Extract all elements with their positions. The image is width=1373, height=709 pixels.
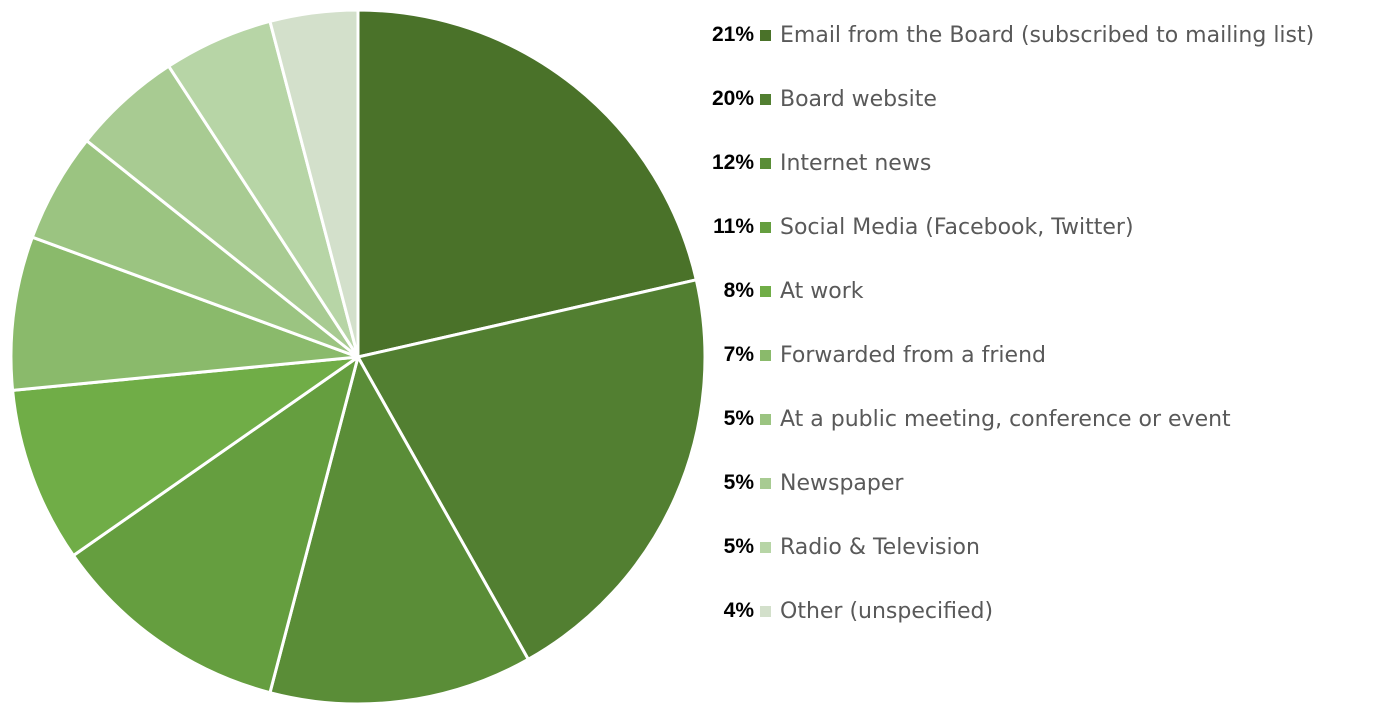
legend-item: 5% At a public meeting, conference or eve… bbox=[690, 387, 1370, 451]
legend-percentage: 11% bbox=[713, 215, 754, 238]
pie-slice bbox=[9, 235, 360, 392]
legend-swatch bbox=[760, 157, 771, 169]
legend-swatch bbox=[760, 605, 771, 617]
legend-label: Internet news bbox=[780, 150, 932, 176]
legend-swatch bbox=[760, 29, 771, 41]
legend-swatch bbox=[760, 285, 771, 297]
legend-label: Board website bbox=[780, 86, 937, 112]
legend-label: Email from the Board (subscribed to mail… bbox=[780, 22, 1315, 48]
pie-chart-plot bbox=[9, 8, 707, 706]
legend-swatch bbox=[760, 349, 771, 361]
pie-slice bbox=[268, 355, 530, 706]
legend-label: Newspaper bbox=[780, 470, 904, 496]
legend-item: 5% Newspaper bbox=[690, 451, 1370, 515]
legend-percentage: 4% bbox=[723, 599, 754, 622]
legend-percentage: 8% bbox=[723, 279, 754, 302]
pie-slice bbox=[11, 355, 360, 558]
legend-percentage: 20% bbox=[711, 87, 754, 110]
legend-percentage: 5% bbox=[723, 535, 754, 558]
legend-percentage: 7% bbox=[723, 343, 754, 366]
legend-swatch bbox=[760, 477, 771, 489]
legend-item: 20% Board website bbox=[690, 67, 1370, 131]
legend-item: 11% Social Media (Facebook, Twitter) bbox=[690, 195, 1370, 259]
legend-swatch bbox=[760, 413, 771, 425]
legend-label: At a public meeting, conference or event bbox=[780, 406, 1231, 432]
legend-percentage: 5% bbox=[723, 407, 754, 430]
legend-label: Other (unspecified) bbox=[780, 598, 994, 624]
legend-label: At work bbox=[780, 278, 864, 304]
legend-label: Social Media (Facebook, Twitter) bbox=[780, 214, 1134, 240]
legend-percentage: 21% bbox=[711, 23, 754, 46]
pie-slice bbox=[71, 355, 360, 695]
legend-percentage: 5% bbox=[723, 471, 754, 494]
legend-item: 8% At work bbox=[690, 259, 1370, 323]
legend-item: 12% Internet news bbox=[690, 131, 1370, 195]
legend-percentage: 12% bbox=[711, 151, 754, 174]
legend-label: Forwarded from a friend bbox=[780, 342, 1046, 368]
legend-swatch bbox=[760, 221, 771, 233]
pie-slice bbox=[356, 278, 707, 661]
pie-slice bbox=[268, 8, 360, 359]
legend-item: 5% Radio & Television bbox=[690, 515, 1370, 579]
legend-item: 4% Other (unspecified) bbox=[690, 579, 1370, 643]
legend-item: 7% Forwarded from a friend bbox=[690, 323, 1370, 387]
legend-item: 21% Email from the Board (subscribed to m… bbox=[690, 3, 1370, 67]
legend-swatch bbox=[760, 541, 771, 553]
chart-legend: 21% Email from the Board (subscribed to m… bbox=[690, 3, 1370, 643]
pie-slice bbox=[356, 8, 698, 359]
legend-label: Radio & Television bbox=[780, 534, 980, 560]
legend-swatch bbox=[760, 93, 771, 105]
